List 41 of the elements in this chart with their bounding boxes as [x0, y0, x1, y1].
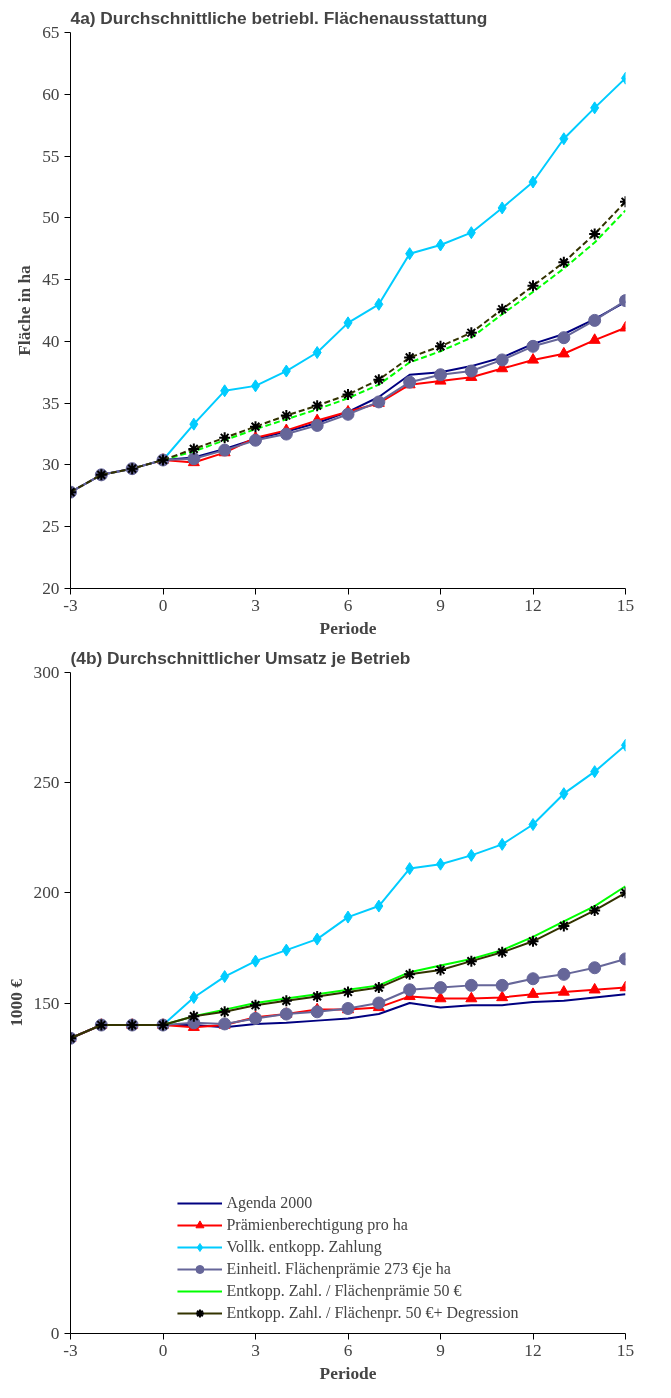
legend-label: Entkopp. Zahl. / Flächenpr. 50 €+ Degression [226, 1304, 519, 1322]
y-tick-label: 35 [42, 393, 60, 413]
x-tick-label: 12 [524, 595, 542, 615]
x-tick-label: 0 [158, 595, 168, 615]
legend-label: Prämienberechtigung pro ha [226, 1216, 408, 1234]
x-axis-title: Periode [319, 1363, 377, 1383]
legend-label: Vollk. entkopp. Zahlung [226, 1238, 382, 1256]
y-tick-label: 300 [33, 663, 60, 682]
legend-label: Einheitl. Flächenprämie 273 €je ha [226, 1260, 451, 1278]
x-axis-title: Periode [319, 618, 377, 638]
x-tick-label: 9 [436, 1340, 445, 1360]
x-tick-label: 3 [251, 1340, 260, 1360]
y-tick-label: 40 [42, 331, 60, 351]
y-tick-label: 150 [33, 993, 60, 1013]
x-tick-label: 9 [436, 595, 445, 615]
y-axis-title: Fläche in ha [15, 264, 35, 356]
y-tick-label: 250 [33, 773, 60, 793]
x-tick-label: 6 [343, 595, 353, 615]
y-tick-label: 30 [42, 455, 60, 475]
x-tick-label: 3 [251, 595, 260, 615]
x-tick-label: 0 [158, 1340, 168, 1360]
y-tick-label: 65 [42, 23, 60, 42]
y-tick-label: 60 [42, 84, 60, 104]
x-tick-label: 12 [524, 1340, 542, 1360]
y-axis-title: 1000 € [6, 978, 26, 1027]
x-tick-label: 15 [616, 1340, 635, 1360]
chart-title: (4b) Durchschnittlicher Umsatz je Betrieb [70, 647, 411, 668]
x-tick-label: 6 [343, 1340, 353, 1360]
legend-label: Entkopp. Zahl. / Flächenprämie 50 € [226, 1282, 462, 1300]
chart-title: 4a) Durchschnittliche betriebl. Flächenausstattung [70, 7, 488, 28]
y-tick-label: 50 [42, 208, 60, 228]
y-tick-label: 0 [50, 1324, 60, 1343]
x-tick-label: 15 [616, 595, 635, 615]
y-tick-label: 200 [33, 883, 60, 903]
x-tick-label: -3 [63, 1340, 78, 1360]
y-tick-label: 45 [42, 270, 60, 290]
y-tick-label: 25 [42, 517, 60, 537]
legend-label: Agenda 2000 [226, 1194, 313, 1212]
x-tick-label: -3 [63, 595, 78, 615]
y-tick-label: 55 [42, 146, 60, 166]
y-tick-label: 20 [42, 579, 60, 598]
